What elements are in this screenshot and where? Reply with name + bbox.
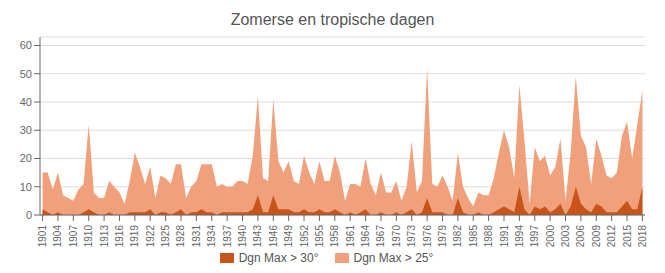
svg-text:1973: 1973: [406, 225, 417, 248]
svg-text:1961: 1961: [345, 225, 356, 248]
svg-text:1922: 1922: [145, 225, 156, 248]
svg-text:1994: 1994: [514, 225, 525, 248]
svg-text:50: 50: [20, 68, 32, 80]
svg-text:1907: 1907: [68, 225, 79, 248]
html-text:Zomerse en tropische dagen: Zomerse en tropische dagen: [230, 11, 435, 28]
svg-text:1949: 1949: [283, 225, 294, 248]
svg-text:1946: 1946: [268, 225, 279, 248]
svg-text:1991: 1991: [499, 225, 510, 248]
svg-text:2018: 2018: [637, 225, 648, 248]
svg-text:1919: 1919: [129, 225, 140, 248]
svg-text:1943: 1943: [252, 225, 263, 248]
svg-text:1997: 1997: [529, 225, 540, 248]
svg-text:0: 0: [26, 209, 32, 221]
svg-text:1904: 1904: [52, 225, 63, 248]
svg-text:1910: 1910: [83, 225, 94, 248]
html-text:Dgn Max > 30°: Dgn Max > 30°: [238, 251, 319, 265]
svg-text:1958: 1958: [329, 225, 340, 248]
svg-text:30: 30: [20, 124, 32, 136]
svg-text:1976: 1976: [422, 225, 433, 248]
svg-text:1952: 1952: [299, 225, 310, 248]
svg-text:2006: 2006: [575, 225, 586, 248]
svg-text:2003: 2003: [560, 225, 571, 248]
svg-text:2012: 2012: [606, 225, 617, 248]
html-text:Dgn Max > 25°: Dgn Max > 25°: [353, 251, 434, 265]
svg-text:1925: 1925: [160, 225, 171, 248]
svg-text:1988: 1988: [483, 225, 494, 248]
svg-text:1985: 1985: [468, 225, 479, 248]
svg-text:1928: 1928: [175, 225, 186, 248]
svg-text:1934: 1934: [206, 225, 217, 248]
svg-text:1901: 1901: [37, 225, 48, 248]
svg-text:1970: 1970: [391, 225, 402, 248]
svg-text:1955: 1955: [314, 225, 325, 248]
svg-text:2000: 2000: [545, 225, 556, 248]
svg-text:1964: 1964: [360, 225, 371, 248]
svg-text:1967: 1967: [375, 225, 386, 248]
svg-text:40: 40: [20, 96, 32, 108]
svg-text:2009: 2009: [591, 225, 602, 248]
svg-text:60: 60: [20, 39, 32, 51]
svg-text:1979: 1979: [437, 225, 448, 248]
svg-text:1940: 1940: [237, 225, 248, 248]
svg-text:1916: 1916: [114, 225, 125, 248]
svg-text:20: 20: [20, 152, 32, 164]
svg-text:1913: 1913: [99, 225, 110, 248]
svg-text:1931: 1931: [191, 225, 202, 248]
svg-text:1937: 1937: [222, 225, 233, 248]
svg-text:1982: 1982: [452, 225, 463, 248]
svg-text:10: 10: [20, 181, 32, 193]
svg-text:2015: 2015: [622, 225, 633, 248]
